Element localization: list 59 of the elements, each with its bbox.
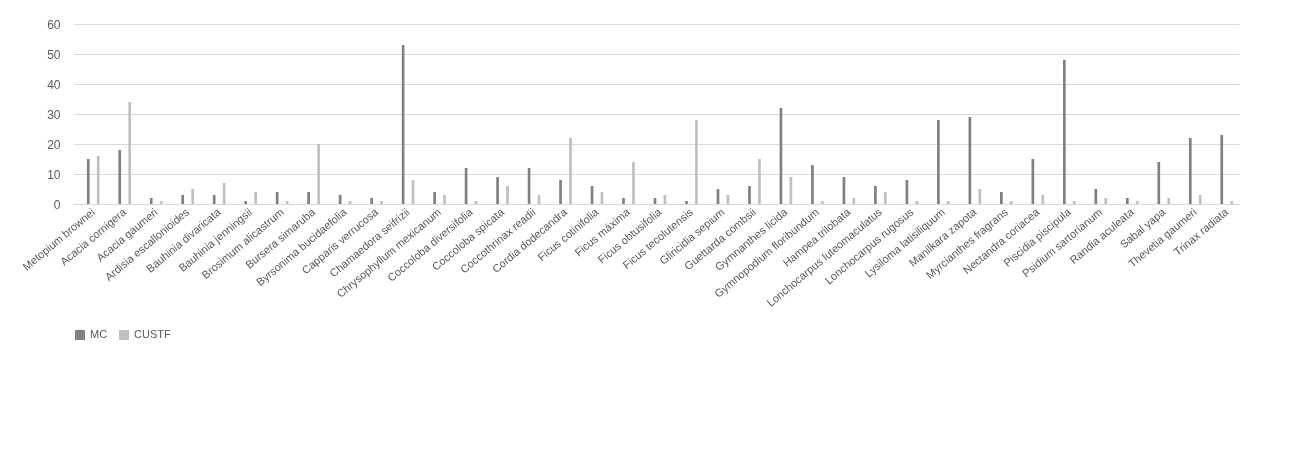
- y-tick-label: 50: [47, 47, 61, 62]
- bar: [1094, 189, 1098, 204]
- bar: [758, 159, 761, 204]
- bar: [946, 201, 950, 204]
- bar: [874, 186, 877, 204]
- bar: [559, 180, 562, 204]
- bar: [1230, 201, 1234, 204]
- bar: [569, 138, 572, 204]
- bar: [128, 102, 132, 204]
- bar: [1062, 60, 1066, 204]
- bar: [884, 192, 887, 204]
- bar: [1041, 195, 1045, 204]
- legend-label: MC: [90, 328, 108, 340]
- bar: [632, 162, 635, 204]
- y-tick-label: 0: [53, 197, 61, 212]
- bar: [1125, 198, 1129, 204]
- bar: [191, 189, 194, 204]
- y-tick-label: 40: [47, 77, 61, 92]
- bar: [96, 156, 100, 204]
- bar: [275, 192, 279, 204]
- bar: [443, 195, 446, 204]
- bar: [685, 201, 688, 204]
- bar: [181, 195, 185, 204]
- bar: [1188, 138, 1192, 204]
- bar: [1104, 198, 1108, 204]
- bar: [821, 201, 824, 204]
- bar: [254, 192, 257, 204]
- bar: [1157, 162, 1161, 204]
- bar: [212, 195, 216, 204]
- bar: [1009, 201, 1013, 204]
- bar: [244, 201, 248, 204]
- bar: [1167, 198, 1171, 204]
- bar: [937, 120, 940, 204]
- bar: [506, 186, 509, 204]
- bar: [496, 177, 499, 204]
- y-tick-label: 20: [47, 137, 61, 152]
- bar: [159, 201, 163, 204]
- bar: [748, 186, 751, 204]
- y-tick-label: 10: [47, 167, 61, 182]
- bar: [370, 198, 373, 204]
- y-tick-label: 60: [47, 17, 61, 32]
- bar: [1135, 201, 1139, 204]
- bar: [978, 189, 982, 204]
- bar: [380, 201, 383, 204]
- bar: [1198, 195, 1202, 204]
- bar: [695, 120, 698, 204]
- bar: [1072, 201, 1076, 204]
- bar: [433, 192, 436, 204]
- bar: [307, 192, 310, 204]
- bar: [317, 144, 320, 204]
- bar: [118, 150, 122, 204]
- bar: [1220, 135, 1224, 204]
- bar: [811, 165, 814, 204]
- bar: [86, 159, 90, 204]
- bar: [622, 198, 625, 204]
- legend-label: CUSTF: [134, 328, 171, 340]
- bar: [149, 198, 153, 204]
- bar: [1000, 192, 1003, 204]
- y-tick-label: 30: [47, 107, 61, 122]
